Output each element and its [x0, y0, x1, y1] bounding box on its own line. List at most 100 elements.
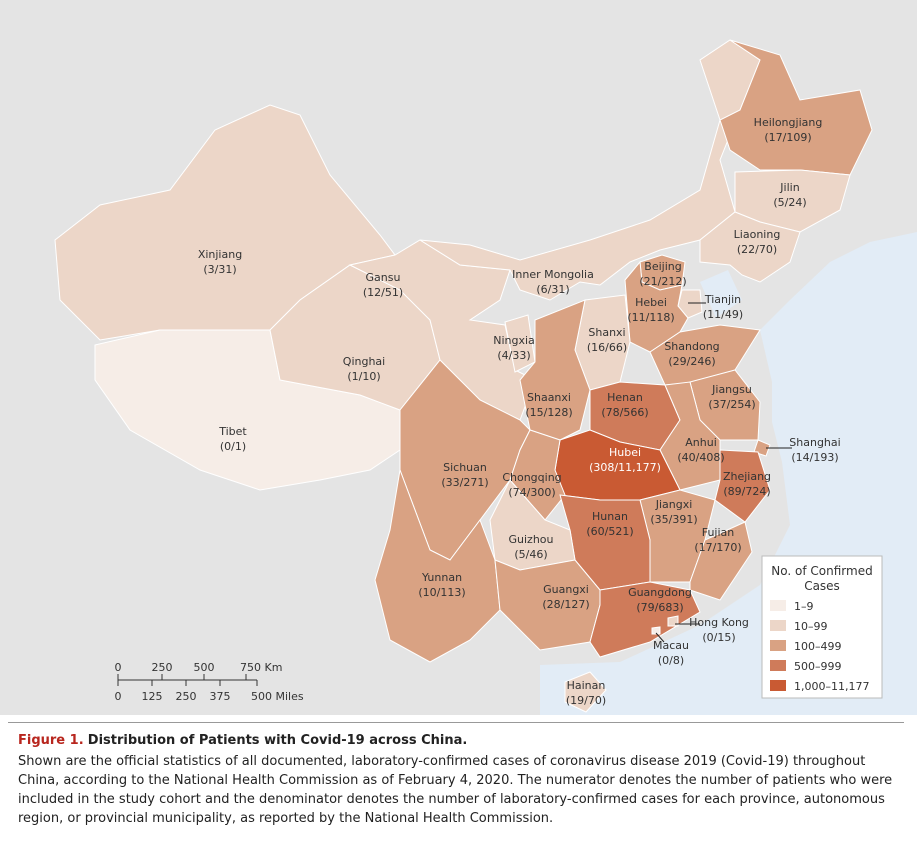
- region-counts: (17/170): [694, 541, 741, 554]
- region-name: Anhui: [685, 436, 717, 449]
- labels: Xinjiang (3/31) Tibet (0/1) Qinghai (1/10) Gan…: [198, 116, 841, 707]
- province: [651, 626, 661, 635]
- figure-label: Figure 1.: [18, 733, 84, 748]
- legend-swatch: [770, 640, 786, 651]
- scale-label: 0: [115, 661, 122, 674]
- scale-label: 500: [194, 661, 215, 674]
- legend-swatch: [770, 620, 786, 631]
- region-counts: (11/118): [627, 311, 674, 324]
- region-name: Tianjin: [704, 293, 741, 306]
- province: [699, 211, 801, 283]
- region-name: Hainan: [567, 679, 606, 692]
- region-counts: (0/1): [220, 440, 246, 453]
- region-counts: (1/10): [347, 370, 380, 383]
- region-counts: (5/24): [773, 196, 806, 209]
- region-counts: (12/51): [363, 286, 403, 299]
- region-name: Guizhou: [509, 533, 554, 546]
- scale-label: 0: [115, 690, 122, 703]
- legend-swatch: [770, 660, 786, 671]
- scale-label: 500 Miles: [251, 690, 304, 703]
- region-counts: (22/70): [737, 243, 777, 256]
- region-counts: (28/127): [542, 598, 589, 611]
- region-name: Shaanxi: [527, 391, 571, 404]
- legend-label: 500–999: [794, 660, 842, 673]
- region-counts: (74/300): [508, 486, 555, 499]
- legend-swatch: [770, 680, 786, 691]
- region-counts: (11/49): [703, 308, 743, 321]
- region-name: Chongqing: [502, 471, 561, 484]
- region-name: Jilin: [779, 181, 799, 194]
- province: [689, 521, 753, 601]
- region-counts: (19/70): [566, 694, 606, 707]
- region-counts: (89/724): [723, 485, 770, 498]
- scale-label: 125: [142, 690, 163, 703]
- map: Xinjiang (3/31) Tibet (0/1) Qinghai (1/10) Gan…: [0, 0, 917, 715]
- legend-swatch: [770, 600, 786, 611]
- province: [564, 671, 607, 713]
- region-counts: (5/46): [514, 548, 547, 561]
- region-name: Hong Kong: [689, 616, 749, 629]
- region-name: Zhejiang: [723, 470, 771, 483]
- province: [519, 299, 591, 441]
- region-name: Liaoning: [734, 228, 781, 241]
- region-counts: (16/66): [587, 341, 627, 354]
- region-name: Ningxia: [493, 334, 535, 347]
- region-name: Macau: [653, 639, 689, 652]
- scale-label: 250: [152, 661, 173, 674]
- province: [419, 39, 761, 301]
- provinces: [54, 39, 873, 713]
- region-counts: (35/391): [650, 513, 697, 526]
- legend-title: No. of Confirmed: [771, 564, 872, 578]
- region-counts: (14/193): [791, 451, 838, 464]
- legend-label: 1–9: [794, 600, 814, 613]
- region-name: Shanghai: [789, 436, 840, 449]
- region-name: Sichuan: [443, 461, 487, 474]
- region-name: Guangxi: [543, 583, 589, 596]
- region-counts: (29/246): [668, 355, 715, 368]
- scale-bar: 0 250 500 750 Km 0 125 250 375 500 Miles: [115, 661, 304, 703]
- legend-label: 1,000–11,177: [794, 680, 869, 693]
- region-name: Henan: [607, 391, 643, 404]
- region-counts: (0/15): [702, 631, 735, 644]
- legend-label: 100–499: [794, 640, 842, 653]
- region-name: Hubei: [609, 446, 641, 459]
- region-counts: (37/254): [708, 398, 755, 411]
- region-counts: (40/408): [677, 451, 724, 464]
- province: [589, 581, 701, 658]
- region-counts: (21/212): [639, 275, 686, 288]
- region-name: Yunnan: [421, 571, 462, 584]
- sea: [700, 270, 742, 318]
- region-name: Shandong: [664, 340, 719, 353]
- province: [374, 468, 501, 663]
- region-name: Xinjiang: [198, 248, 242, 261]
- region-name: Fujian: [702, 526, 735, 539]
- region-name: Beijing: [644, 260, 681, 273]
- region-counts: (3/31): [203, 263, 236, 276]
- scale-label: 750 Km: [240, 661, 282, 674]
- region-name: Hebei: [635, 296, 667, 309]
- region-counts: (60/521): [586, 525, 633, 538]
- region-counts: (4/33): [497, 349, 530, 362]
- region-name: Tibet: [218, 425, 247, 438]
- caption: Figure 1. Distribution of Patients with …: [8, 722, 904, 840]
- province: [624, 260, 689, 353]
- region-counts: (15/128): [525, 406, 572, 419]
- scale-label: 375: [210, 690, 231, 703]
- region-counts: (33/271): [441, 476, 488, 489]
- region-name: Hunan: [592, 510, 628, 523]
- region-counts: (0/8): [658, 654, 684, 667]
- region-counts: (10/113): [418, 586, 465, 599]
- region-name: Heilongjiang: [754, 116, 823, 129]
- region-name: Qinghai: [343, 355, 385, 368]
- legend-label: 10–99: [794, 620, 828, 633]
- caption-text: Shown are the official statistics of all…: [18, 754, 893, 826]
- figure-title: Distribution of Patients with Covid-19 a…: [87, 733, 468, 748]
- legend-title: Cases: [804, 579, 840, 593]
- scale-label: 250: [176, 690, 197, 703]
- leader-line: [655, 632, 665, 643]
- region-counts: (17/109): [764, 131, 811, 144]
- region-counts: (79/683): [636, 601, 683, 614]
- province: [509, 429, 566, 521]
